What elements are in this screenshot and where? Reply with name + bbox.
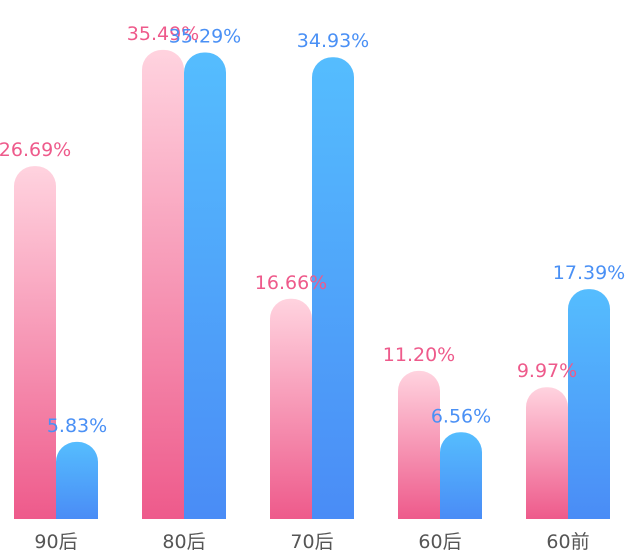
bar-blue-4	[568, 289, 610, 519]
category-label-1: 80后	[162, 531, 205, 553]
bars-layer	[14, 49, 610, 520]
category-label-2: 70后	[290, 531, 333, 553]
category-labels-layer: 90后 80后 70后 60后 60前	[34, 531, 589, 553]
bar-pink-3	[398, 370, 440, 519]
value-label-blue-1: 35.29%	[169, 25, 241, 47]
bar-pink-1	[142, 49, 184, 519]
value-label-blue-0: 5.83%	[47, 415, 107, 437]
value-label-pink-4: 9.97%	[517, 360, 577, 382]
category-label-0: 90后	[34, 531, 77, 553]
bar-pink-2	[270, 298, 312, 519]
value-label-blue-2: 34.93%	[297, 30, 369, 52]
bar-blue-2	[312, 57, 354, 519]
value-labels-layer: 26.69% 5.83% 35.49%35.29% 16.66% 34.93% 11.20…	[0, 23, 625, 437]
bar-blue-0	[56, 441, 98, 519]
bar-pink-4	[526, 387, 568, 519]
category-label-3: 60后	[418, 531, 461, 553]
value-label-pink-3: 11.20%	[383, 344, 455, 366]
value-label-pink-0: 26.69%	[0, 139, 71, 161]
bar-pink-0	[14, 166, 56, 519]
value-label-blue-4: 17.39%	[553, 262, 625, 284]
bar-blue-3	[440, 432, 482, 519]
value-label-blue-3: 6.56%	[431, 405, 491, 427]
value-label-pink-2: 16.66%	[255, 272, 327, 294]
value-label-pink-1: 35.49%	[127, 23, 199, 45]
category-label-4: 60前	[546, 531, 589, 553]
bar-blue-1	[184, 52, 226, 520]
